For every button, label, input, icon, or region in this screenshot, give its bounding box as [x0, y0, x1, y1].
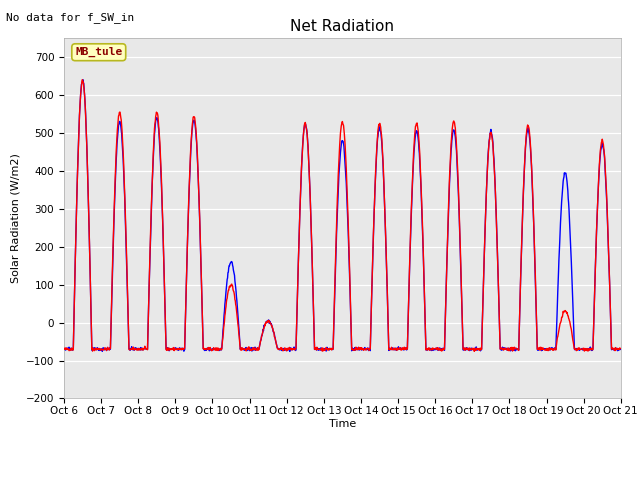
RNet_wat: [502, 345, 510, 351]
RNet_tule: [184, 216, 192, 222]
RNet_tule: [616, 346, 624, 351]
RNet_wat: [184, 218, 192, 224]
RNet_wat: [616, 347, 624, 352]
Y-axis label: Solar Radiation (W/m2): Solar Radiation (W/m2): [10, 154, 20, 283]
RNet_wat: [429, 348, 437, 353]
RNet_wat: [171, 347, 179, 352]
RNet_tule: [246, 348, 254, 353]
Line: RNet_wat: RNet_wat: [64, 80, 620, 351]
RNet_wat: [60, 346, 68, 351]
RNet_wat: [551, 347, 559, 353]
X-axis label: Time: Time: [329, 419, 356, 429]
RNet_wat: [286, 348, 294, 354]
Text: MB_tule: MB_tule: [75, 47, 122, 57]
Title: Net Radiation: Net Radiation: [291, 20, 394, 35]
RNet_tule: [502, 346, 510, 352]
Text: No data for f_SW_in: No data for f_SW_in: [6, 12, 134, 23]
RNet_tule: [429, 346, 436, 352]
RNet_tule: [79, 77, 86, 83]
RNet_tule: [551, 346, 559, 351]
Line: RNet_tule: RNet_tule: [64, 80, 620, 351]
RNet_tule: [171, 347, 179, 352]
RNet_wat: [246, 347, 254, 353]
RNet_wat: [79, 77, 87, 83]
RNet_tule: [60, 346, 68, 352]
RNet_tule: [470, 348, 478, 354]
